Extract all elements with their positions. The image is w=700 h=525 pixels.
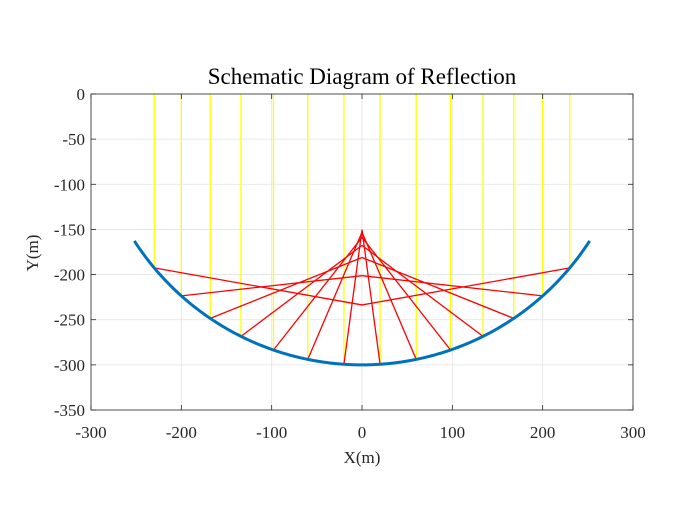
reflected-ray <box>154 267 363 306</box>
reflected-ray <box>343 229 363 365</box>
y-axis-label: Y(m) <box>23 235 42 272</box>
x-tick-label: -200 <box>166 423 197 442</box>
x-axis-label: X(m) <box>344 448 381 467</box>
reflected-ray <box>361 244 484 337</box>
chart-title: Schematic Diagram of Reflection <box>208 64 517 89</box>
y-tick-label: -150 <box>54 220 85 239</box>
x-tick-label: 200 <box>530 423 556 442</box>
y-tick-label: -50 <box>62 130 85 149</box>
reflected-ray <box>361 231 417 360</box>
y-tick-label: 0 <box>77 85 86 104</box>
reflected-ray <box>361 256 515 320</box>
reflected-ray <box>361 229 381 365</box>
reflected-ray <box>272 236 363 351</box>
mirror-curve <box>133 240 591 367</box>
y-tick-label: -100 <box>54 175 85 194</box>
y-tick-label: -250 <box>54 311 85 330</box>
y-tick-label: -350 <box>54 401 85 420</box>
reflected-ray <box>240 244 363 337</box>
x-tick-label: -100 <box>256 423 287 442</box>
incident-rays <box>153 94 571 365</box>
reflected-ray <box>181 275 363 297</box>
reflected-ray <box>209 256 363 320</box>
x-tick-label: 0 <box>358 423 367 442</box>
y-tick-label: -200 <box>54 266 85 285</box>
reflected-rays <box>154 229 570 365</box>
reflected-ray <box>307 231 363 360</box>
x-tick-label: -300 <box>75 423 106 442</box>
x-tick-label: 300 <box>620 423 646 442</box>
reflected-ray <box>361 267 570 306</box>
axis-ticks: -300 -200 -100 0 100 200 300 0 -50 -100 -150 -200 -2… <box>54 85 646 442</box>
y-tick-label: -300 <box>54 356 85 375</box>
x-tick-label: 100 <box>440 423 466 442</box>
reflected-ray <box>361 275 543 297</box>
